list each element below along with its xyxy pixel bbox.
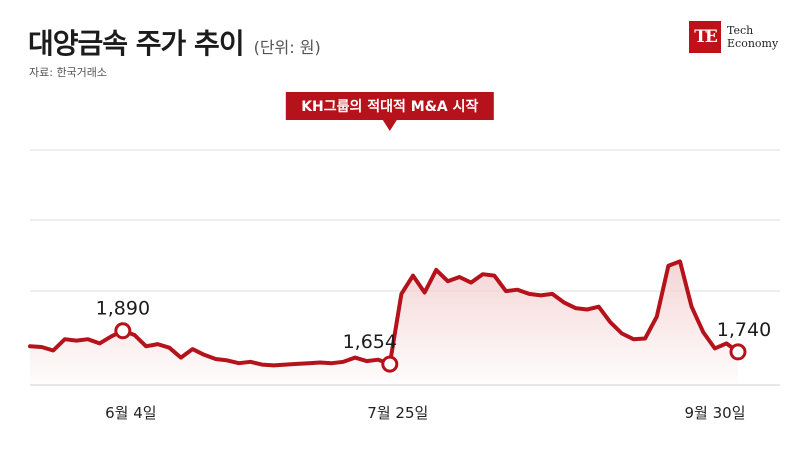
data-label: 1,890: [96, 298, 150, 320]
callout-box: [285, 92, 494, 120]
brand-logo: TE Tech Economy: [689, 21, 778, 53]
x-tick-label: 9월 30일: [685, 404, 746, 422]
brand-name-line1: Tech: [727, 24, 754, 37]
x-tick-label: 7월 25일: [367, 404, 428, 422]
data-label: 1,740: [717, 319, 771, 341]
callout-pointer: [382, 120, 397, 131]
chart-title: 대양금속 주가 추이: [28, 27, 245, 60]
data-point-marker: [729, 343, 747, 361]
brand-name: Tech Economy: [727, 24, 778, 50]
unit-label: (단위: 원): [253, 38, 321, 57]
brand-name-line2: Economy: [727, 37, 779, 50]
source-label: 자료: 한국거래소: [29, 66, 108, 79]
callout-text: KH그룹의 적대적 M&A 시작: [301, 98, 478, 115]
price-area: [30, 261, 738, 385]
data-label: 1,654: [343, 331, 397, 353]
title-row: 대양금속 주가 추이 (단위: 원): [28, 22, 321, 62]
x-tick-label: 6월 4일: [105, 404, 156, 422]
data-point-marker: [114, 322, 132, 340]
brand-logo-icon: TE: [689, 21, 721, 53]
data-point-marker: [381, 355, 399, 373]
